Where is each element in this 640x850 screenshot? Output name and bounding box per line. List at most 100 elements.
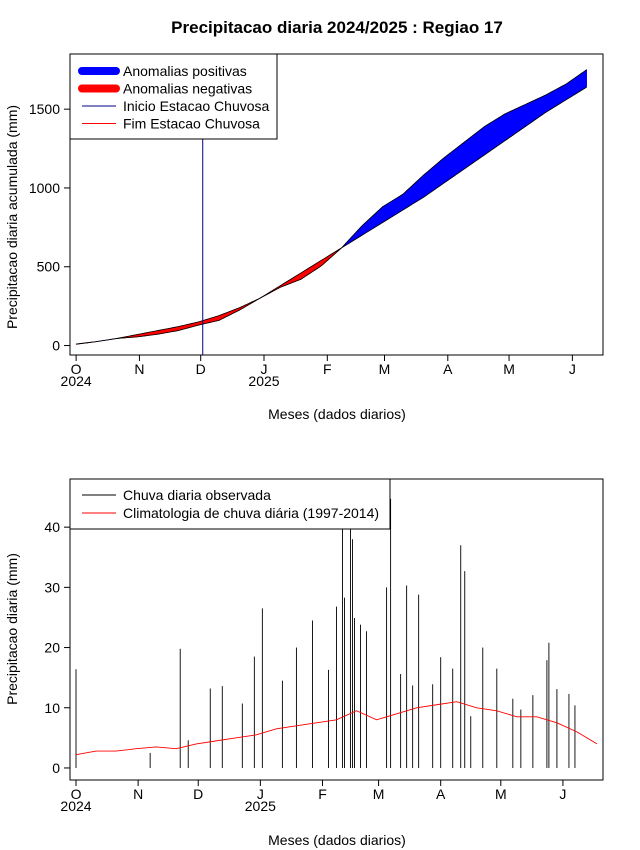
- positive-anomaly-segment: [441, 157, 445, 186]
- positive-anomaly-segment: [531, 100, 534, 123]
- legend-box: [69, 478, 391, 530]
- x-tick-label: A: [436, 786, 446, 802]
- positive-anomaly-segment: [578, 73, 581, 93]
- positive-anomaly-segment: [555, 87, 559, 107]
- x-tick-label: J: [257, 786, 264, 802]
- x-tick-label: O: [71, 361, 82, 377]
- positive-anomaly-segment: [445, 154, 449, 183]
- positive-anomaly-segment: [539, 96, 543, 118]
- positive-anomaly-segment: [502, 113, 506, 143]
- x-tick-label: D: [193, 786, 203, 802]
- top-y-axis: 0 500 1000 1500: [29, 101, 70, 354]
- positive-anomaly-segment: [463, 140, 467, 170]
- accumulated-lines: [76, 69, 587, 345]
- positive-anomaly-segment: [514, 107, 518, 135]
- positive-anomaly-segment: [392, 198, 396, 217]
- positive-anomaly-segment: [422, 172, 426, 198]
- positive-anomaly-segment: [529, 101, 532, 125]
- positive-anomaly-segment: [559, 85, 563, 105]
- positive-anomaly-segment: [551, 90, 555, 110]
- positive-anomaly-segment: [482, 125, 485, 157]
- bottom-legend: Chuva diaria observada Climatologia de ch…: [69, 478, 391, 530]
- x-tick-year: 2024: [60, 798, 91, 814]
- positive-anomaly-segment: [431, 166, 434, 193]
- positive-anomaly-segment: [572, 77, 575, 97]
- x-tick-label: J: [559, 786, 566, 802]
- positive-anomaly-segment: [469, 135, 473, 166]
- legend-label: Fim Estacao Chuvosa: [123, 116, 260, 132]
- x-tick-label: J: [261, 361, 268, 377]
- legend-label: Climatologia de chuva diária (1997-2014): [123, 505, 379, 521]
- positive-anomaly-segment: [476, 130, 479, 162]
- positive-anomaly-segment: [490, 120, 494, 152]
- positive-anomaly-segment: [576, 74, 579, 94]
- positive-anomaly-segment: [451, 149, 455, 179]
- positive-anomaly-segment: [547, 92, 551, 112]
- y-tick-label: 40: [44, 519, 60, 535]
- bottom-y-axis: 0 10 20 30 40: [44, 519, 70, 776]
- positive-anomaly-segment: [390, 200, 393, 219]
- positive-anomaly-segment: [408, 186, 412, 207]
- positive-anomaly-segment: [508, 110, 512, 139]
- positive-anomaly-segment: [455, 146, 459, 176]
- x-tick-label: M: [373, 786, 385, 802]
- y-tick-label: 20: [44, 640, 60, 656]
- positive-anomaly-segment: [557, 86, 561, 106]
- y-tick-label: 10: [44, 700, 60, 716]
- positive-anomaly-segment: [420, 174, 424, 200]
- y-tick-label: 500: [37, 259, 61, 275]
- x-tick-label: M: [495, 786, 507, 802]
- positive-anomaly-segment: [521, 104, 524, 130]
- positive-anomaly-segment: [384, 203, 387, 222]
- x-tick-label: A: [443, 361, 453, 377]
- positive-anomaly-segment: [376, 209, 379, 227]
- positive-anomaly-segment: [537, 97, 540, 119]
- positive-anomaly-segment: [506, 111, 510, 140]
- positive-anomaly-segment: [414, 180, 418, 203]
- x-tick-label: M: [503, 361, 515, 377]
- positive-anomaly-segment: [500, 114, 504, 145]
- x-tick-label: N: [133, 786, 143, 802]
- positive-anomaly-segment: [416, 178, 420, 202]
- x-tick-label: M: [379, 361, 391, 377]
- top-y-axis-label: Precipitacao diaria acumulada (mm): [4, 105, 20, 329]
- positive-anomaly-segment: [561, 84, 565, 103]
- climatology-line: [75, 701, 598, 756]
- positive-anomaly-segment: [410, 184, 414, 206]
- positive-anomaly-segment: [378, 208, 381, 226]
- top-legend: Anomalias positivas Anomalias negativasIn…: [69, 53, 278, 140]
- legend-label: Chuva diaria observada: [123, 487, 271, 503]
- positive-anomaly-segment: [480, 127, 483, 159]
- positive-anomaly-segment: [492, 119, 496, 150]
- x-tick-year: 2024: [61, 373, 92, 389]
- positive-anomaly-segment: [574, 76, 577, 96]
- positive-anomaly-segment: [386, 202, 389, 221]
- positive-anomaly-segment: [373, 211, 377, 229]
- x-tick-year: 2025: [248, 373, 279, 389]
- positive-anomaly-segment: [582, 70, 585, 91]
- positive-anomaly-segment: [461, 141, 465, 172]
- daily-bars: [75, 498, 576, 768]
- y-tick-label: 1500: [29, 101, 60, 117]
- positive-anomaly-segment: [510, 109, 514, 137]
- positive-anomaly-segment: [459, 143, 463, 173]
- positive-anomaly-segment: [504, 112, 508, 142]
- positive-anomaly-segment: [580, 72, 583, 92]
- positive-anomaly-segment: [498, 115, 502, 146]
- y-tick-label: 1000: [29, 180, 60, 196]
- bottom-x-axis-label: Meses (dados diarios): [268, 832, 406, 848]
- positive-anomaly-segment: [478, 129, 481, 160]
- bottom-y-axis-label: Precipitacao diaria (mm): [4, 553, 20, 705]
- positive-anomaly-segment: [584, 69, 587, 89]
- positive-anomaly-segment: [553, 88, 557, 108]
- positive-anomaly-segment: [427, 169, 430, 196]
- positive-anomaly-segment: [435, 162, 438, 190]
- positive-anomaly-segment: [425, 171, 428, 197]
- positive-anomaly-segment: [388, 201, 391, 220]
- positive-anomaly-segment: [449, 151, 453, 180]
- positive-anomaly-segment: [549, 91, 553, 111]
- positive-anomaly-segment: [453, 147, 457, 177]
- positive-anomaly-segment: [439, 159, 442, 187]
- y-tick-label: 0: [52, 760, 60, 776]
